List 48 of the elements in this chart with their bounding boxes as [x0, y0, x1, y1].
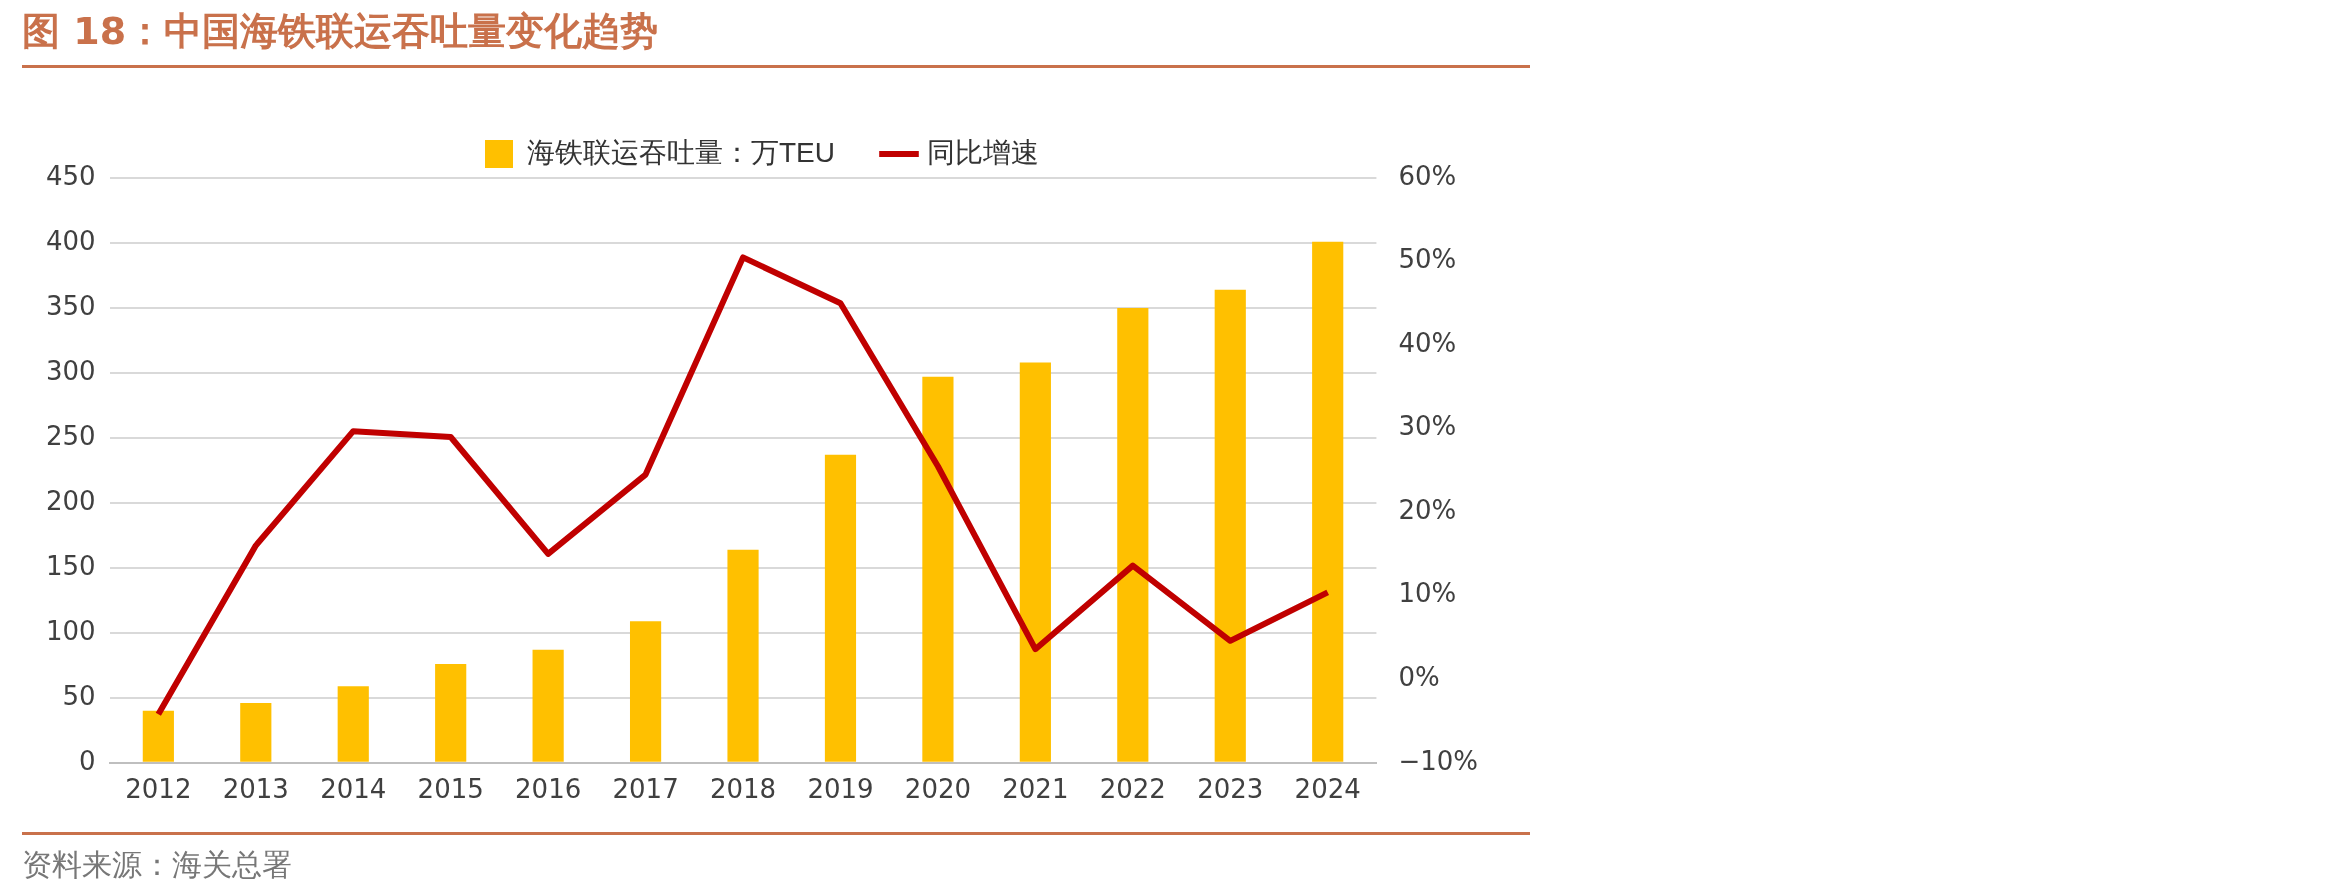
legend-label: 同比增速	[927, 136, 1039, 168]
bar	[1214, 289, 1246, 762]
bar	[922, 376, 954, 762]
bar	[337, 686, 369, 762]
bar	[142, 710, 174, 762]
bar	[727, 549, 759, 762]
bar	[435, 664, 467, 762]
y-tick-label: 0	[79, 745, 96, 776]
y2-tick-label: 60%	[1398, 160, 1457, 191]
x-tick-label: 2023	[1197, 774, 1264, 805]
y-tick-label: 350	[45, 290, 96, 321]
x-tick-label: 2017	[612, 774, 679, 805]
x-tick-label: 2014	[320, 774, 387, 805]
y2-tick-label: 50%	[1398, 244, 1457, 275]
bar	[1019, 362, 1051, 762]
x-tick-label: 2024	[1294, 774, 1361, 805]
x-tick-label: 2013	[222, 774, 289, 805]
y2-tick-label: 40%	[1398, 327, 1457, 358]
y-tick-label: 250	[45, 420, 96, 451]
y-tick-label: 50	[62, 680, 96, 711]
bar	[532, 649, 564, 762]
x-tick-label: 2022	[1099, 774, 1166, 805]
y2-tick-label: 0%	[1398, 662, 1440, 693]
y-tick-label: 300	[45, 355, 96, 386]
y-tick-label: 450	[45, 160, 96, 191]
x-tick-label: 2018	[709, 774, 777, 805]
x-tick-label: 2015	[417, 774, 484, 805]
y-tick-label: 150	[45, 550, 96, 581]
bar	[240, 703, 272, 762]
bar	[629, 621, 662, 762]
y-tick-label: 100	[45, 615, 96, 646]
legend-label: 海铁联运吞吐量：万TEU	[527, 136, 835, 168]
chart-title: 图 18：中国海铁联运吞吐量变化趋势	[22, 6, 1530, 68]
x-tick-label: 2020	[904, 774, 971, 805]
bar	[824, 454, 857, 762]
y2-tick-label: 30%	[1398, 411, 1457, 442]
y-tick-label: 400	[45, 225, 96, 256]
y2-tick-label: 20%	[1398, 494, 1457, 525]
x-tick-label: 2019	[807, 774, 874, 805]
y2-tick-label: −10%	[1398, 745, 1478, 776]
text: 资料来源：海关总署	[22, 832, 1530, 886]
x-tick-label: 2012	[125, 774, 192, 805]
bar	[1312, 241, 1344, 762]
y2-tick-label: 10%	[1398, 578, 1457, 609]
x-tick-label: 2021	[1002, 774, 1069, 805]
y-tick-label: 200	[45, 485, 96, 516]
bar	[1117, 307, 1149, 762]
x-tick-label: 2016	[515, 774, 582, 805]
